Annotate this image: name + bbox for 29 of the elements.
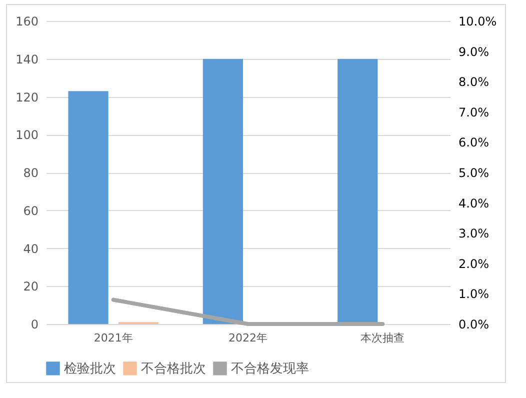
y2-tick-label: 2.0% <box>458 256 489 271</box>
y2-tick-label: 5.0% <box>458 166 489 180</box>
y2-tick-label: 4.0% <box>458 196 489 210</box>
y2-tick-label: 0.0% <box>458 318 489 332</box>
legend-label: 检验批次 <box>64 361 116 376</box>
legend-label: 不合格发现率 <box>231 360 309 376</box>
y-tick-label: 60 <box>23 204 38 218</box>
x-tick-label: 本次抽查 <box>360 332 405 344</box>
y-tick-label: 160 <box>16 14 38 28</box>
y-tick-label: 0 <box>30 318 38 332</box>
y-tick-label: 100 <box>16 128 38 142</box>
y2-tick-label: 9.0% <box>458 44 489 59</box>
y2-tick-label: 1.0% <box>458 287 489 302</box>
y2-tick-label: 8.0% <box>458 75 489 90</box>
bar <box>202 58 243 324</box>
x-tick-label: 2022年 <box>228 332 268 344</box>
bar <box>68 91 108 324</box>
y2-tick-label: 6.0% <box>458 136 489 150</box>
y-tick-label: 140 <box>16 52 38 66</box>
y2-tick-label: 3.0% <box>458 226 489 241</box>
x-tick-label: 2021年 <box>94 332 133 344</box>
y-tick-label: 20 <box>23 280 38 294</box>
bar <box>338 58 378 324</box>
y-tick-label: 80 <box>23 166 38 180</box>
y2-tick-label: 7.0% <box>458 105 489 120</box>
legend-label: 不合格批次 <box>141 361 206 376</box>
y-tick-label: 40 <box>23 242 38 256</box>
y2-tick-label: 10.0% <box>458 14 497 28</box>
y-tick-label: 120 <box>16 90 38 104</box>
